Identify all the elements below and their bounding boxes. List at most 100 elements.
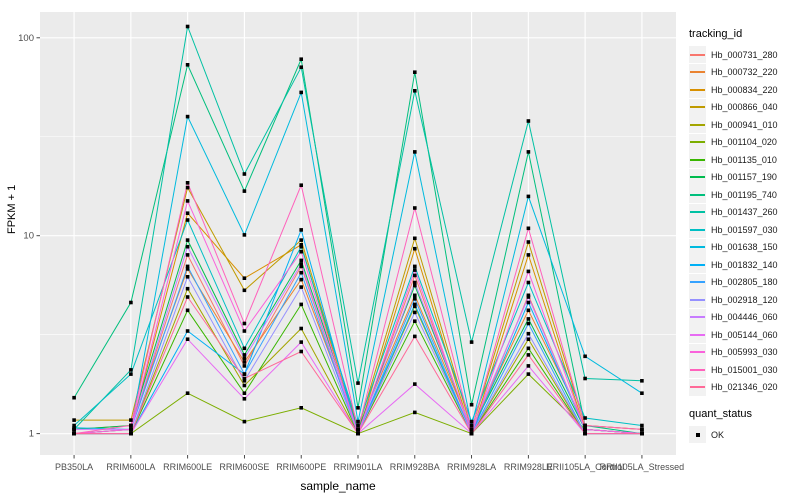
data-point — [185, 391, 190, 395]
data-point — [413, 382, 417, 386]
data-point — [185, 253, 190, 257]
data-point — [242, 376, 247, 381]
data-point — [299, 326, 303, 331]
data-point — [469, 340, 474, 344]
data-point — [526, 331, 531, 336]
data-point — [129, 427, 133, 432]
data-point — [185, 238, 190, 242]
legend-label: Hb_001195_740 — [711, 189, 777, 200]
legend-label: Hb_000732_220 — [711, 67, 778, 78]
data-point — [356, 406, 360, 410]
x-tick-label: RRIM928LA — [447, 462, 496, 472]
data-point — [526, 295, 531, 299]
data-point — [299, 406, 303, 410]
legend-line-swatch — [689, 63, 706, 81]
data-point — [242, 360, 247, 364]
data-point — [242, 288, 247, 293]
data-point — [413, 273, 417, 278]
y-tick-label: 1 — [29, 429, 34, 440]
data-point — [242, 391, 247, 395]
data-point — [526, 280, 531, 285]
legend-item-Hb_002918_120: Hb_002918_120 — [689, 291, 799, 309]
data-point — [583, 427, 587, 432]
data-point — [583, 423, 587, 428]
legend-title-quant-status: quant_status — [689, 408, 752, 420]
legend-line-swatch — [689, 168, 706, 186]
legend-label: Hb_001135_010 — [711, 154, 777, 165]
legend-item-Hb_000866_040: Hb_000866_040 — [689, 98, 799, 117]
y-tick-label: 100 — [18, 33, 34, 44]
data-point — [242, 329, 247, 333]
data-point — [526, 240, 531, 244]
data-point — [413, 304, 417, 309]
data-point — [185, 114, 190, 119]
data-point — [72, 418, 76, 422]
data-point — [413, 264, 417, 269]
ok-square-icon — [689, 426, 706, 444]
data-point — [242, 172, 247, 176]
data-point — [185, 185, 190, 190]
legend-line-swatch — [689, 343, 706, 361]
data-point — [526, 346, 531, 351]
y-tick-label: 10 — [23, 231, 34, 242]
data-point — [640, 427, 644, 432]
legend-item-Hb_005144_060: Hb_005144_060 — [689, 326, 799, 344]
data-point — [413, 246, 417, 251]
data-point — [526, 119, 531, 123]
x-tick-label: RRIM901LA — [333, 462, 382, 472]
data-point — [526, 317, 531, 321]
legend-item-list: Hb_000731_280 Hb_000732_220 Hb_000834_220 H… — [689, 46, 799, 396]
legend-label: Hb_001638_150 — [711, 242, 778, 253]
data-point — [413, 268, 417, 272]
x-axis-title: sample_name — [300, 479, 376, 493]
data-point — [469, 431, 474, 436]
legend-line-swatch — [689, 133, 706, 151]
data-point — [129, 423, 133, 428]
legend-label: Hb_000866_040 — [711, 102, 778, 113]
data-point — [413, 334, 417, 339]
x-tick-label: PB350LA — [55, 462, 93, 472]
legend-panel: tracking_id Hb_000731_280 Hb_000732_220 Hb… — [689, 28, 799, 444]
data-point — [299, 285, 303, 289]
data-point — [299, 228, 303, 232]
data-point — [185, 211, 190, 215]
data-point — [242, 379, 247, 383]
data-point — [299, 249, 303, 254]
legend-label: Hb_001104_020 — [711, 137, 777, 148]
legend-label: Hb_002805_180 — [711, 277, 778, 288]
data-point — [526, 269, 531, 274]
data-point — [185, 286, 190, 291]
data-point — [526, 226, 531, 231]
legend-line-swatch — [689, 291, 706, 309]
legend-item-Hb_001104_020: Hb_001104_020 — [689, 133, 799, 152]
data-point — [185, 329, 190, 333]
data-point — [185, 181, 190, 185]
legend-item-Hb_001638_150: Hb_001638_150 — [689, 238, 799, 257]
data-point — [242, 419, 247, 424]
data-point — [413, 70, 417, 74]
legend-label: Hb_005144_060 — [711, 329, 778, 340]
data-point — [526, 253, 531, 257]
legend-item-Hb_001437_260: Hb_001437_260 — [689, 203, 799, 222]
legend-line-swatch — [689, 273, 706, 291]
legend-line-swatch — [689, 326, 706, 344]
data-point — [526, 194, 531, 199]
legend-item-Hb_002805_180: Hb_002805_180 — [689, 273, 799, 292]
data-point — [413, 410, 417, 415]
legend-item-Hb_021346_020: Hb_021346_020 — [689, 378, 799, 397]
legend-item-Hb_000731_280: Hb_000731_280 — [689, 46, 799, 64]
legend-item-Hb_004446_060: Hb_004446_060 — [689, 308, 799, 327]
data-point — [413, 319, 417, 323]
legend-label: Hb_001157_190 — [711, 172, 777, 183]
data-point — [413, 89, 417, 93]
data-point — [526, 300, 531, 305]
data-point — [526, 150, 531, 154]
data-point — [413, 302, 417, 307]
data-point — [242, 372, 247, 376]
data-point — [526, 372, 531, 376]
data-point — [185, 337, 190, 341]
data-point — [299, 65, 303, 69]
data-point — [583, 376, 587, 381]
legend-item-Hb_000732_220: Hb_000732_220 — [689, 63, 799, 82]
